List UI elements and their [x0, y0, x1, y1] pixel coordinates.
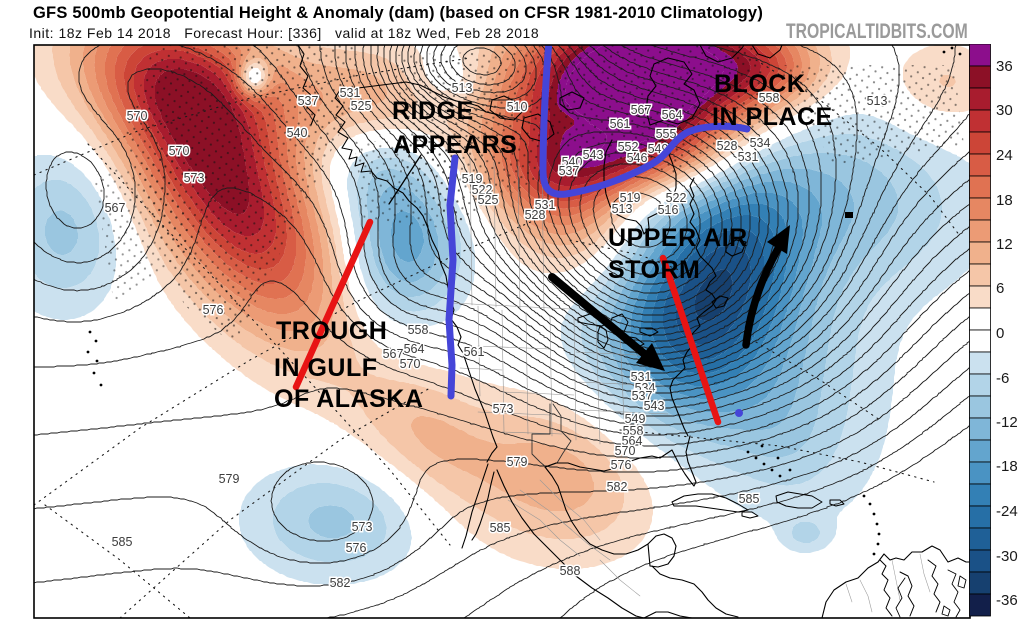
svg-text:522: 522 [472, 183, 493, 197]
svg-text:567: 567 [631, 103, 652, 117]
svg-text:564: 564 [404, 342, 425, 356]
svg-text:IN GULF: IN GULF [274, 354, 378, 382]
svg-text:579: 579 [507, 455, 528, 469]
svg-text:525: 525 [351, 99, 372, 113]
svg-text:540: 540 [562, 155, 583, 169]
svg-text:537: 537 [632, 389, 653, 403]
svg-text:573: 573 [352, 520, 373, 534]
svg-text:STORM: STORM [608, 256, 700, 284]
svg-text:531: 531 [535, 198, 556, 212]
svg-text:585: 585 [112, 535, 133, 549]
svg-text:558: 558 [623, 424, 644, 438]
svg-text:567: 567 [105, 201, 126, 215]
svg-text:546: 546 [627, 151, 648, 165]
svg-text:519: 519 [620, 191, 641, 205]
svg-text:537: 537 [559, 164, 580, 178]
svg-text:525: 525 [478, 193, 499, 207]
svg-text:570: 570 [169, 144, 190, 158]
svg-text:513: 513 [612, 202, 633, 216]
svg-text:540: 540 [287, 126, 308, 140]
svg-text:549: 549 [625, 412, 646, 426]
svg-text:588: 588 [560, 564, 581, 578]
svg-text:TROUGH: TROUGH [276, 317, 387, 345]
svg-text:558: 558 [408, 323, 429, 337]
svg-text:570: 570 [400, 357, 421, 371]
svg-text:543: 543 [583, 148, 604, 162]
svg-text:585: 585 [739, 492, 760, 506]
svg-text:582: 582 [607, 480, 628, 494]
svg-text:561: 561 [610, 117, 631, 131]
svg-text:564: 564 [622, 434, 643, 448]
svg-text:573: 573 [493, 402, 514, 416]
svg-text:555: 555 [656, 127, 677, 141]
svg-text:576: 576 [611, 458, 632, 472]
svg-text:537: 537 [298, 94, 319, 108]
svg-text:OF ALASKA: OF ALASKA [274, 385, 423, 413]
svg-text:531: 531 [631, 370, 652, 384]
svg-text:IN PLACE: IN PLACE [712, 103, 833, 131]
svg-text:570: 570 [615, 444, 636, 458]
svg-text:534: 534 [750, 136, 771, 150]
svg-text:531: 531 [738, 150, 759, 164]
svg-text:543: 543 [644, 399, 665, 413]
svg-text:561: 561 [464, 345, 485, 359]
svg-text:BLOCK: BLOCK [714, 70, 805, 98]
svg-text:UPPER AIR: UPPER AIR [608, 224, 748, 252]
svg-text:582: 582 [330, 576, 351, 590]
svg-text:513: 513 [867, 94, 888, 108]
svg-text:519: 519 [462, 172, 483, 186]
svg-text:570: 570 [127, 109, 148, 123]
svg-text:567: 567 [383, 347, 404, 361]
svg-text:579: 579 [219, 472, 240, 486]
svg-text:552: 552 [618, 140, 639, 154]
svg-text:576: 576 [203, 303, 224, 317]
svg-text:585: 585 [490, 521, 511, 535]
svg-text:522: 522 [666, 191, 687, 205]
svg-text:528: 528 [717, 139, 738, 153]
svg-text:558: 558 [759, 91, 780, 105]
svg-text:528: 528 [525, 208, 546, 222]
svg-text:534: 534 [635, 381, 656, 395]
svg-text:573: 573 [184, 171, 205, 185]
svg-text:513: 513 [452, 81, 473, 95]
svg-text:510: 510 [507, 100, 528, 114]
svg-text:RIDGE: RIDGE [392, 97, 474, 125]
svg-text:531: 531 [340, 86, 361, 100]
svg-text:564: 564 [662, 108, 683, 122]
svg-text:516: 516 [658, 203, 679, 217]
svg-text:576: 576 [346, 541, 367, 555]
svg-text:APPEARS: APPEARS [393, 131, 517, 159]
